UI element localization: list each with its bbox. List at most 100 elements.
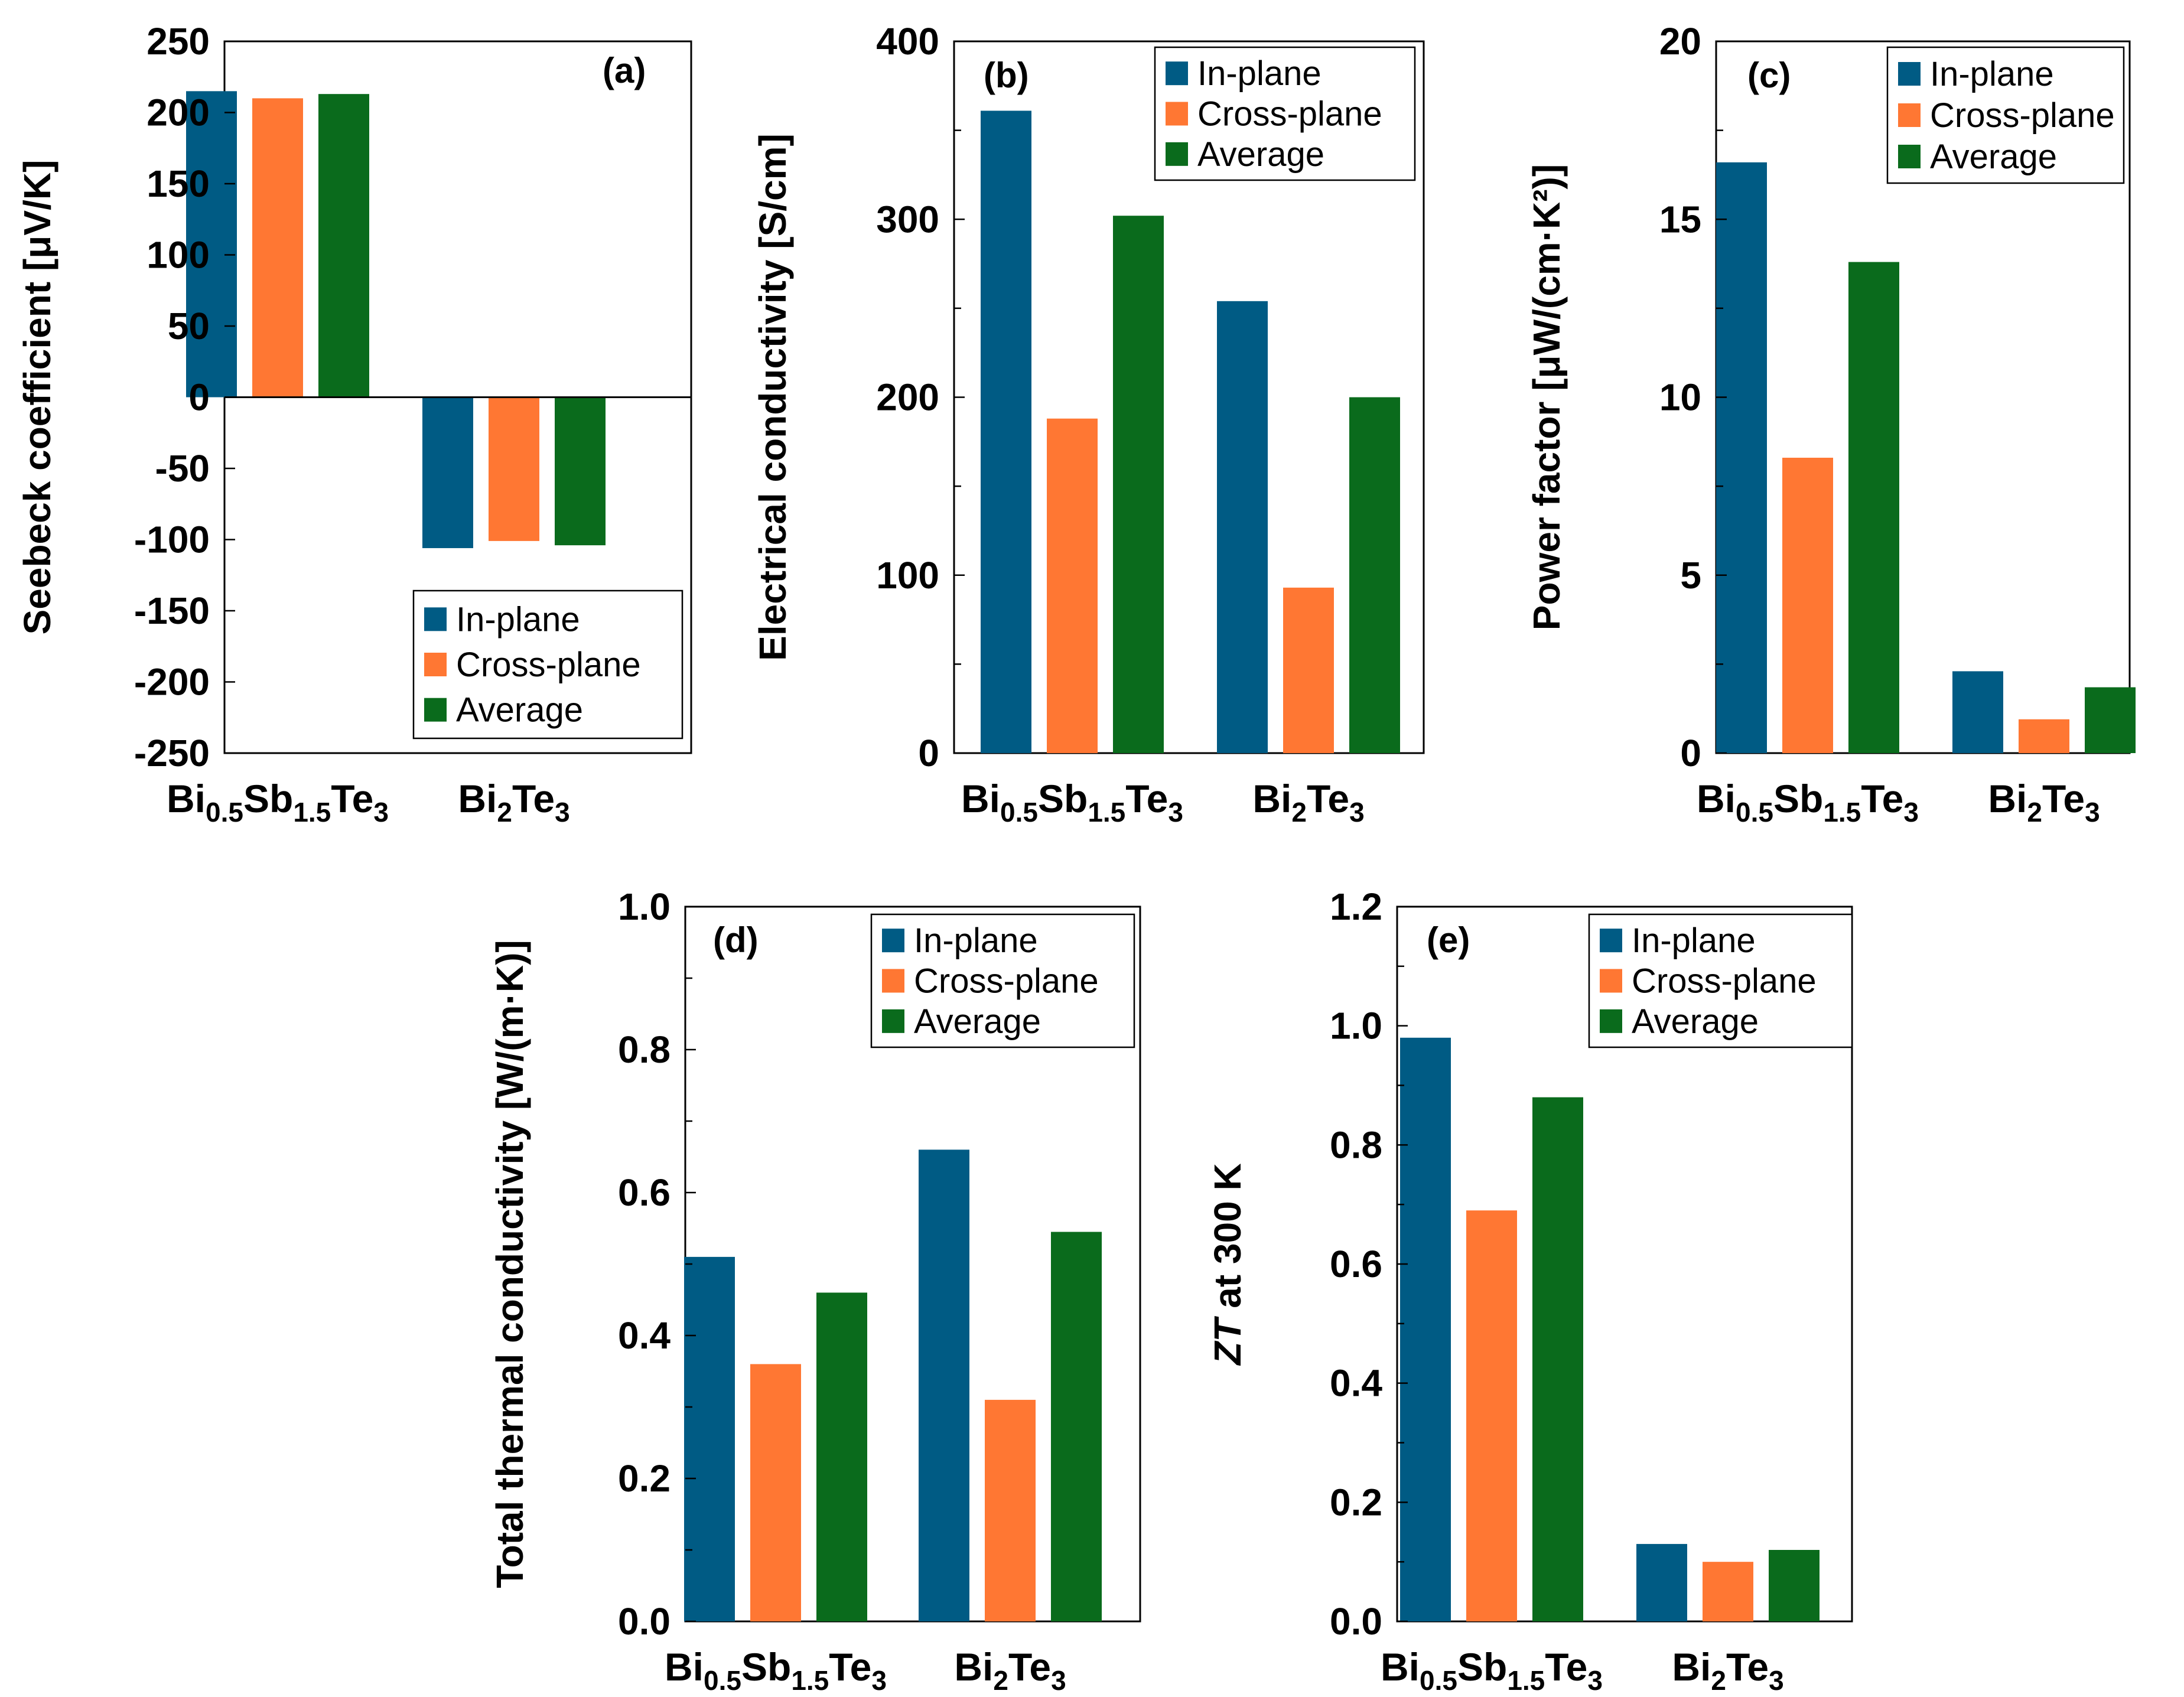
y-tick-label: -150 [134, 589, 210, 632]
legend-frame [870, 913, 1135, 1048]
legend-label: Cross-plane [456, 646, 641, 684]
bar-in-plane-1 [981, 110, 1031, 753]
legend-label: In-plane [1197, 54, 1322, 93]
bar-cross-plane-1 [1782, 457, 1833, 753]
legend-swatch-in-plane [1898, 62, 1921, 86]
y-tick-label: 10 [1659, 376, 1701, 419]
panel-label: (a) [603, 51, 646, 90]
panel-label: (d) [713, 920, 759, 960]
y-tick-label: 0 [1680, 732, 1701, 774]
bar-cross-plane-2 [489, 397, 539, 541]
bar-in-plane-1 [1400, 1037, 1451, 1621]
bar-average-1 [1113, 216, 1164, 754]
x-category-label: Bi0.5Sb1.5Te3 [1381, 1645, 1603, 1696]
legend-swatch-cross-plane [882, 969, 904, 993]
chart-panel-b: 0 100 200 300 400 Electrical conductivity [S/… [751, 20, 1425, 828]
chart-panel-a: -250 -200 -150 -100 -50 0 50 100 150 200 250 Seebec… [16, 20, 692, 828]
bar-cross-plane-1 [1466, 1210, 1517, 1621]
bar-in-plane-2 [919, 1149, 969, 1621]
legend-label: Average [456, 691, 583, 729]
bar-in-plane-1 [684, 1256, 735, 1621]
legend-swatch-cross-plane [424, 653, 447, 676]
bar-average-2 [1051, 1232, 1102, 1621]
legend-frame [1886, 46, 2125, 184]
y-tick-label: 50 [168, 305, 210, 347]
y-tick-label: 300 [876, 198, 939, 240]
x-category-label: Bi2Te3 [458, 777, 569, 828]
bar-cross-plane-2 [985, 1399, 1036, 1621]
bar-average-2 [555, 397, 606, 546]
x-category-label: Bi2Te3 [1988, 777, 2100, 828]
legend-swatch-average [882, 1009, 904, 1033]
y-tick-label: 250 [147, 20, 210, 63]
y-tick-label: 1.0 [1330, 1005, 1382, 1047]
legend-label: In-plane [1930, 55, 2054, 93]
y-tick-label: 20 [1659, 20, 1701, 63]
x-category-label: Bi2Te3 [954, 1645, 1066, 1696]
y-tick-label: 100 [876, 554, 939, 597]
bar-in-plane-1 [186, 91, 237, 398]
x-category-label: Bi2Te3 [1252, 777, 1364, 828]
y-tick-label: 0.8 [618, 1028, 671, 1071]
bar-in-plane-2 [422, 397, 473, 548]
y-tick-label: 0.6 [618, 1171, 671, 1214]
y-axis-label: ZT at 300 K [1206, 1163, 1249, 1366]
x-category-label: Bi0.5Sb1.5Te3 [961, 777, 1183, 828]
bar-in-plane-2 [1636, 1543, 1687, 1621]
y-tick-label: 0.6 [1330, 1243, 1382, 1285]
bar-cross-plane-2 [1283, 587, 1334, 753]
legend-swatch-in-plane [1166, 61, 1188, 86]
chart-panel-c: 0 5 10 15 20 Power factor [μW/(cm·K²)] Bi0.5Sb… [1525, 20, 2136, 828]
legend-swatch-cross-plane [1898, 103, 1921, 127]
bar-in-plane-1 [1716, 162, 1767, 754]
bar-average-2 [2085, 687, 2136, 753]
panel-label: (b) [984, 56, 1029, 95]
legend-label: Average [1197, 135, 1324, 174]
bar-average-1 [1848, 262, 1899, 753]
bar-average-1 [816, 1292, 867, 1621]
bar-cross-plane-1 [1047, 418, 1098, 753]
y-axis-label: Electrical conductivity [S/cm] [751, 133, 794, 661]
legend-label: In-plane [914, 921, 1038, 960]
bar-cross-plane-2 [2019, 719, 2069, 753]
y-tick-label: 150 [147, 162, 210, 205]
bar-in-plane-2 [1217, 301, 1268, 753]
legend-frame [1588, 913, 1853, 1048]
y-tick-label: 0 [188, 376, 210, 419]
x-category-label: Bi0.5Sb1.5Te3 [665, 1645, 887, 1696]
legend-frame [412, 589, 683, 740]
bar-cross-plane-2 [1703, 1562, 1753, 1621]
panel-label: (c) [1747, 56, 1791, 95]
y-tick-label: 0 [918, 732, 939, 774]
legend-label: Cross-plane [914, 962, 1099, 1001]
x-category-label: Bi0.5Sb1.5Te3 [1697, 777, 1919, 828]
chart-panel-e: 0.0 0.2 0.4 0.6 0.8 1.0 1.2 ZT at 300 K Bi0.5Sb1… [1206, 885, 1853, 1696]
bar-average-1 [318, 94, 369, 398]
y-tick-label: 400 [876, 20, 939, 63]
y-tick-label: -50 [155, 447, 210, 490]
legend-swatch-average [1600, 1009, 1622, 1033]
y-tick-label: 0.0 [1330, 1600, 1382, 1643]
y-tick-label: 0.4 [1330, 1362, 1382, 1405]
legend-swatch-in-plane [1600, 929, 1622, 953]
bar-cross-plane-1 [750, 1364, 801, 1621]
bar-average-2 [1349, 397, 1400, 753]
legend-label: Average [914, 1002, 1041, 1041]
legend-label: Cross-plane [1197, 95, 1382, 133]
bar-average-2 [1769, 1550, 1820, 1621]
y-axis-label: Seebeck coefficient [μV/K] [16, 160, 58, 635]
y-tick-label: 0.4 [618, 1314, 671, 1357]
x-category-label: Bi0.5Sb1.5Te3 [167, 777, 389, 828]
y-tick-label: -100 [134, 519, 210, 561]
y-axis-label: Power factor [μW/(cm·K²)] [1525, 164, 1568, 630]
y-tick-label: 200 [147, 92, 210, 134]
bar-average-1 [1532, 1097, 1583, 1621]
legend-swatch-cross-plane [1166, 102, 1188, 126]
panel-label: (e) [1427, 920, 1470, 960]
y-tick-label: 0.0 [618, 1600, 671, 1643]
y-tick-label: -200 [134, 661, 210, 703]
